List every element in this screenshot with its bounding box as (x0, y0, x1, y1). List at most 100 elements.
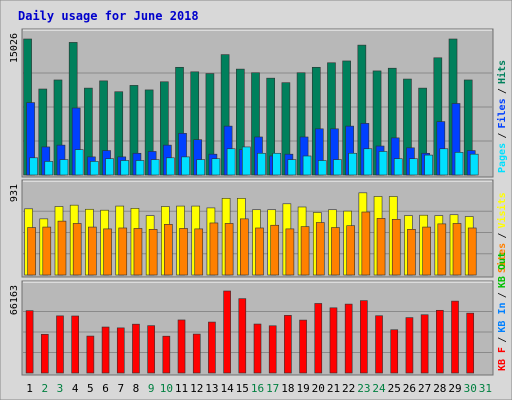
x-tick-label: 14 (220, 382, 234, 395)
bar-sites (194, 228, 204, 276)
y-axis-max-label: 15026 (9, 33, 20, 63)
bar-kb-f (436, 309, 444, 374)
x-tick-label: 29 (448, 382, 461, 395)
bar-pages (242, 146, 251, 176)
bar-kb-f (268, 325, 277, 374)
bar-sites (27, 227, 36, 276)
x-tick-label: 1 (26, 382, 33, 395)
x-tick-label: 12 (190, 382, 203, 395)
bar-kb-f (344, 303, 353, 374)
bar-sites (315, 222, 325, 276)
bar-sites (422, 226, 431, 276)
x-tick-label: 22 (342, 382, 355, 395)
legend-entry: Sites (496, 243, 508, 273)
bar-pages (348, 152, 357, 176)
bar-sites (407, 229, 416, 276)
legend-entry: Visits (496, 192, 508, 228)
x-tick-label: 11 (175, 382, 188, 395)
bar-kb-f (162, 335, 171, 374)
bar-pages (378, 151, 388, 176)
x-tick-label: 16 (251, 382, 264, 395)
bar-sites (209, 222, 219, 276)
x-tick-label: 19 (296, 382, 309, 395)
bar-kb-f (25, 310, 34, 374)
x-tick-label: 28 (433, 382, 446, 395)
bar-pages (135, 160, 145, 176)
bar-pages (74, 149, 84, 176)
x-tick-label: 30 (464, 382, 477, 395)
bar-kb-f (299, 319, 307, 374)
bar-sites (148, 229, 158, 276)
bar-sites (133, 228, 143, 276)
bar-pages (454, 152, 464, 176)
legend-entry: Hits (496, 60, 508, 84)
bar-sites (437, 223, 447, 276)
bar-sites (270, 224, 279, 276)
bar-sites (361, 211, 371, 276)
bar-kb-f (132, 323, 140, 374)
bar-kb-f (56, 315, 64, 374)
bar-kb-f (390, 329, 399, 374)
x-tick-label: 13 (205, 382, 218, 395)
y-axis-max-label: 66163 (9, 285, 20, 315)
chart-title: Daily usage for June 2018 (18, 9, 199, 23)
legend-separator: / (497, 132, 508, 138)
x-tick-label: 10 (160, 382, 173, 395)
bar-sites (240, 218, 249, 276)
bar-sites (57, 220, 67, 276)
x-tick-label: 6 (102, 382, 109, 395)
bar-sites (376, 218, 386, 276)
x-tick-label: 4 (72, 382, 79, 395)
bar-pages (120, 160, 130, 176)
x-tick-label: 17 (266, 382, 279, 395)
bar-pages (181, 156, 190, 176)
bar-pages (166, 157, 175, 176)
x-tick-label: 27 (418, 382, 431, 395)
bar-pages (272, 152, 281, 176)
bar-kb-f (71, 315, 79, 374)
bar-pages (424, 154, 433, 176)
bar-kb-f (284, 315, 292, 374)
bar-pages (90, 161, 99, 176)
bar-kb-f (329, 307, 338, 374)
bar-pages (393, 158, 403, 176)
legend-separator: / (497, 88, 508, 94)
bar-pages (333, 159, 342, 176)
x-tick-label: 20 (312, 382, 325, 395)
y-axis-max-label: 931 (9, 184, 20, 202)
bar-kb-f (375, 315, 383, 374)
bar-kb-f (420, 314, 429, 374)
bar-sites (103, 228, 112, 276)
legend-separator: / (497, 337, 508, 343)
bar-sites (467, 227, 477, 276)
bar-pages (302, 155, 312, 176)
bar-kb-f (147, 325, 155, 374)
bar-pages (105, 158, 114, 176)
x-tick-label: 21 (327, 382, 340, 395)
legend-separator: / (497, 232, 508, 238)
bar-sites (224, 223, 234, 276)
bar-kb-f (238, 298, 247, 374)
bar-kb-f (40, 334, 49, 374)
x-tick-label: 3 (57, 382, 64, 395)
bar-pages (196, 159, 206, 176)
x-tick-label: 24 (372, 382, 386, 395)
bar-sites (391, 219, 401, 276)
x-tick-label: 2 (41, 382, 48, 395)
x-tick-label: 15 (236, 382, 249, 395)
bar-kb-f (116, 327, 125, 374)
x-tick-label: 18 (281, 382, 294, 395)
bar-pages (363, 148, 373, 176)
bar-pages (226, 148, 236, 176)
legend-entry: KB F (497, 347, 508, 371)
x-tick-label: 31 (479, 382, 492, 395)
bar-sites (164, 224, 173, 276)
x-tick-label: 8 (133, 382, 140, 395)
bar-sites (346, 225, 355, 276)
x-tick-label: 5 (87, 382, 94, 395)
x-tick-label: 25 (388, 382, 401, 395)
x-tick-label: 9 (148, 382, 155, 395)
bar-pages (409, 158, 418, 176)
